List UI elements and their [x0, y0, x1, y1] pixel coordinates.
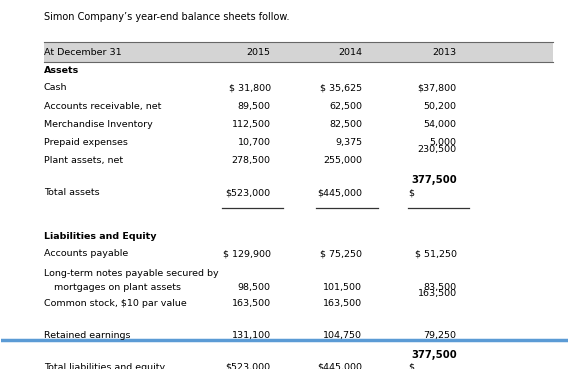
Text: At December 31: At December 31 — [44, 48, 121, 57]
Text: 50,200: 50,200 — [424, 101, 457, 110]
Text: Merchandise Inventory: Merchandise Inventory — [44, 120, 152, 129]
Text: $523,000: $523,000 — [225, 363, 271, 369]
Text: mortgages on plant assets: mortgages on plant assets — [54, 283, 181, 292]
Text: $523,000: $523,000 — [225, 188, 271, 197]
Text: Plant assets, net: Plant assets, net — [44, 156, 123, 165]
Text: $ 75,250: $ 75,250 — [320, 249, 362, 258]
Text: 2013: 2013 — [432, 48, 457, 57]
Text: 230,500: 230,500 — [418, 145, 457, 154]
Text: $ 31,800: $ 31,800 — [229, 83, 271, 92]
Text: Common stock, $10 par value: Common stock, $10 par value — [44, 299, 187, 308]
Text: $445,000: $445,000 — [318, 363, 362, 369]
Text: 54,000: 54,000 — [424, 120, 457, 129]
Text: 10,700: 10,700 — [238, 138, 271, 147]
Text: Assets: Assets — [44, 66, 79, 75]
Text: $ 35,625: $ 35,625 — [320, 83, 362, 92]
Text: 79,250: 79,250 — [424, 331, 457, 339]
Text: 131,100: 131,100 — [232, 331, 271, 339]
Text: Accounts payable: Accounts payable — [44, 249, 128, 258]
Text: 62,500: 62,500 — [329, 101, 362, 110]
Text: 2014: 2014 — [339, 48, 362, 57]
Text: 98,500: 98,500 — [238, 283, 271, 292]
Text: Retained earnings: Retained earnings — [44, 331, 130, 339]
Text: 5,000: 5,000 — [430, 138, 457, 147]
Text: 9,375: 9,375 — [335, 138, 362, 147]
Text: 163,500: 163,500 — [323, 299, 362, 308]
Text: $: $ — [408, 363, 414, 369]
Text: 82,500: 82,500 — [329, 120, 362, 129]
Text: Long-term notes payable secured by: Long-term notes payable secured by — [44, 269, 218, 278]
Text: 377,500: 377,500 — [411, 350, 457, 360]
Text: $: $ — [408, 188, 414, 197]
Text: Liabilities and Equity: Liabilities and Equity — [44, 232, 156, 241]
Text: 255,000: 255,000 — [323, 156, 362, 165]
Text: 83,500: 83,500 — [423, 283, 457, 292]
Text: 278,500: 278,500 — [232, 156, 271, 165]
Text: $ 129,900: $ 129,900 — [222, 249, 271, 258]
Text: Prepaid expenses: Prepaid expenses — [44, 138, 127, 147]
Bar — [44, 42, 554, 62]
Text: Total assets: Total assets — [44, 188, 100, 197]
Text: Cash: Cash — [44, 83, 67, 92]
Text: 163,500: 163,500 — [418, 289, 457, 298]
Text: Total liabilities and equity: Total liabilities and equity — [44, 363, 165, 369]
Text: 112,500: 112,500 — [232, 120, 271, 129]
Text: $ 51,250: $ 51,250 — [415, 249, 457, 258]
Text: Simon Company’s year-end balance sheets follow.: Simon Company’s year-end balance sheets … — [44, 12, 290, 22]
Text: 104,750: 104,750 — [323, 331, 362, 339]
Text: 2015: 2015 — [246, 48, 271, 57]
Text: 101,500: 101,500 — [323, 283, 362, 292]
Text: $37,800: $37,800 — [418, 83, 457, 92]
Text: Accounts receivable, net: Accounts receivable, net — [44, 101, 161, 110]
Text: $445,000: $445,000 — [318, 188, 362, 197]
Text: 377,500: 377,500 — [411, 175, 457, 185]
Text: 163,500: 163,500 — [232, 299, 271, 308]
Text: 89,500: 89,500 — [238, 101, 271, 110]
